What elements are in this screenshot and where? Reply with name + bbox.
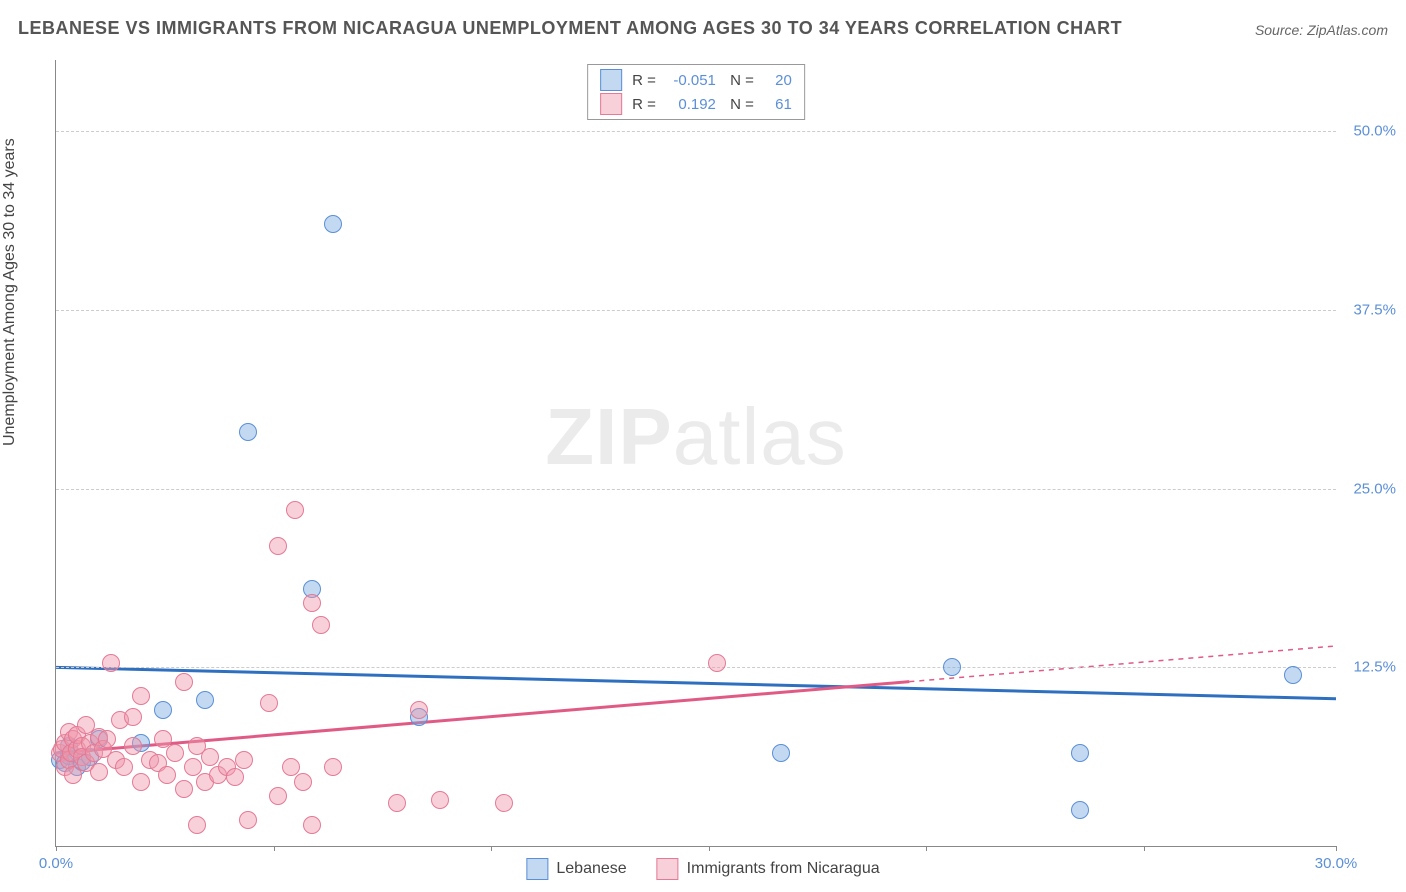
y-tick-label: 25.0% xyxy=(1341,480,1396,497)
y-tick-label: 37.5% xyxy=(1341,302,1396,319)
legend-label: Immigrants from Nicaragua xyxy=(687,860,880,878)
data-point xyxy=(410,701,428,719)
data-point xyxy=(772,744,790,762)
gridline xyxy=(56,310,1336,311)
y-axis-label: Unemployment Among Ages 30 to 34 years xyxy=(1,138,19,446)
data-point xyxy=(388,794,406,812)
data-point xyxy=(115,758,133,776)
gridline xyxy=(56,489,1336,490)
data-point xyxy=(132,687,150,705)
data-point xyxy=(312,616,330,634)
stats-legend-row: R = 0.192 N = 61 xyxy=(600,93,792,115)
scatter-chart: ZIPatlas R =-0.051 N =20R =0.192 N =61 1… xyxy=(55,60,1336,847)
data-point xyxy=(269,537,287,555)
data-point xyxy=(269,787,287,805)
stat-r-label: R = xyxy=(632,96,656,113)
gridline xyxy=(56,131,1336,132)
series-legend: Lebanese Immigrants from Nicaragua xyxy=(526,858,879,880)
legend-swatch xyxy=(526,858,548,880)
data-point xyxy=(98,730,116,748)
x-tick-mark xyxy=(56,846,57,851)
data-point xyxy=(166,744,184,762)
data-point xyxy=(708,654,726,672)
data-point xyxy=(124,737,142,755)
data-point xyxy=(158,766,176,784)
x-tick-mark xyxy=(1336,846,1337,851)
legend-swatch xyxy=(600,69,622,91)
data-point xyxy=(175,780,193,798)
trend-line-solid xyxy=(56,667,1336,698)
data-point xyxy=(124,708,142,726)
data-point xyxy=(324,758,342,776)
y-tick-label: 50.0% xyxy=(1341,123,1396,140)
data-point xyxy=(188,816,206,834)
x-tick-mark xyxy=(274,846,275,851)
data-point xyxy=(239,811,257,829)
legend-swatch xyxy=(657,858,679,880)
stat-r-value: -0.051 xyxy=(666,72,716,89)
gridline xyxy=(56,667,1336,668)
trend-line-dashed xyxy=(909,646,1336,682)
chart-title: LEBANESE VS IMMIGRANTS FROM NICARAGUA UN… xyxy=(18,18,1122,39)
data-point xyxy=(431,791,449,809)
data-point xyxy=(286,501,304,519)
trend-lines-layer xyxy=(56,60,1336,846)
data-point xyxy=(235,751,253,769)
source-attribution: Source: ZipAtlas.com xyxy=(1255,22,1388,38)
data-point xyxy=(495,794,513,812)
legend-label: Lebanese xyxy=(556,860,626,878)
data-point xyxy=(1284,666,1302,684)
stats-legend: R = -0.051 N = 20 R = 0.192 N = 61 xyxy=(587,64,805,120)
x-tick-mark xyxy=(709,846,710,851)
data-point xyxy=(1071,744,1089,762)
data-point xyxy=(1071,801,1089,819)
data-point xyxy=(132,773,150,791)
stat-n-label: N = xyxy=(726,96,754,113)
data-point xyxy=(175,673,193,691)
data-point xyxy=(943,658,961,676)
stat-n-value: 20 xyxy=(764,72,792,89)
stat-r-label: R = xyxy=(632,72,656,89)
legend-item: Immigrants from Nicaragua xyxy=(657,858,880,880)
legend-swatch xyxy=(600,93,622,115)
data-point xyxy=(303,816,321,834)
x-tick-mark xyxy=(491,846,492,851)
data-point xyxy=(90,763,108,781)
data-point xyxy=(260,694,278,712)
x-tick-mark xyxy=(1144,846,1145,851)
stats-legend-row: R = -0.051 N = 20 xyxy=(600,69,792,91)
data-point xyxy=(154,701,172,719)
data-point xyxy=(226,768,244,786)
data-point xyxy=(201,748,219,766)
data-point xyxy=(102,654,120,672)
stat-n-value: 61 xyxy=(764,96,792,113)
trend-line-solid xyxy=(56,682,909,753)
x-tick-mark xyxy=(926,846,927,851)
data-point xyxy=(294,773,312,791)
legend-item: Lebanese xyxy=(526,858,626,880)
stat-r-value: 0.192 xyxy=(666,96,716,113)
x-tick-label: 0.0% xyxy=(39,855,73,872)
y-tick-label: 12.5% xyxy=(1341,659,1396,676)
x-tick-label: 30.0% xyxy=(1315,855,1358,872)
data-point xyxy=(324,215,342,233)
data-point xyxy=(239,423,257,441)
data-point xyxy=(303,594,321,612)
stat-n-label: N = xyxy=(726,72,754,89)
data-point xyxy=(196,691,214,709)
